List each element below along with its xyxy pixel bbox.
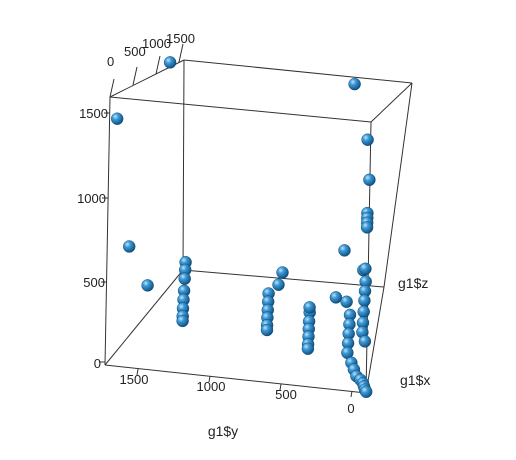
x-axis-top: 0 500 1000 1500	[107, 31, 195, 98]
box-edge	[365, 121, 372, 394]
data-point	[358, 335, 372, 348]
data-point	[178, 272, 191, 285]
z-tick-label: 1500	[79, 106, 108, 121]
z-tick-label: 500	[83, 275, 105, 290]
data-point	[360, 385, 373, 398]
data-point	[176, 314, 189, 328]
z-axis-title: g1$z	[398, 275, 428, 291]
data-point	[141, 279, 154, 292]
box-edge	[365, 286, 385, 394]
box-edge	[370, 82, 413, 123]
y-axis-bottom: 1500 1000 500 0	[120, 368, 355, 416]
data-point	[340, 295, 353, 308]
x-tick	[178, 43, 184, 63]
y-axis-title: g1$y	[208, 423, 238, 439]
y-tick-label: 1000	[197, 379, 226, 394]
data-point	[276, 266, 289, 279]
box-edge	[109, 96, 372, 123]
box-edge	[104, 364, 367, 394]
data-point	[163, 56, 177, 69]
data-point	[357, 305, 370, 318]
box-edge	[183, 59, 413, 84]
y-tick-label: 1500	[120, 372, 149, 387]
x-tick	[155, 55, 161, 75]
y-tick	[279, 383, 282, 391]
data-point	[303, 301, 316, 314]
data-point	[358, 294, 371, 307]
data-point	[110, 112, 124, 125]
data-point	[301, 342, 315, 355]
z-axis-left: 1500 1000 500 0	[77, 106, 110, 371]
y-tick	[208, 375, 211, 383]
data-point	[329, 291, 343, 304]
x-tick-label: 1500	[166, 31, 195, 46]
data-point	[348, 77, 361, 91]
data-point	[361, 133, 374, 146]
box-edge	[104, 96, 111, 366]
data-point	[359, 262, 372, 275]
data-point	[338, 244, 351, 257]
y-tick	[350, 390, 353, 398]
box-edge	[383, 82, 413, 288]
z-tick-label: 0	[94, 356, 101, 371]
x-axis-title: g1$x	[400, 372, 430, 388]
data-points	[110, 56, 376, 398]
data-point	[272, 278, 285, 291]
y-tick-label: 500	[275, 387, 297, 402]
x-tick-label: 0	[107, 54, 114, 69]
z-tick-label: 1000	[77, 191, 106, 206]
data-point	[363, 173, 376, 187]
x-tick	[109, 78, 115, 98]
box-edge	[182, 59, 185, 271]
x-tick-label: 1000	[142, 36, 171, 51]
data-point	[260, 323, 274, 337]
x-tick	[132, 66, 138, 86]
data-point	[122, 240, 136, 253]
x-tick-label: 500	[124, 44, 146, 59]
y-tick	[136, 368, 139, 376]
box-edge	[104, 269, 184, 366]
data-point	[360, 221, 374, 234]
y-tick-label: 0	[347, 401, 354, 416]
